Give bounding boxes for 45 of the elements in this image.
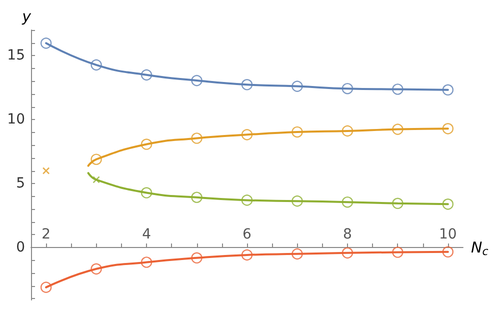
point [392, 246, 404, 258]
y-tick-label: 10 [7, 112, 25, 128]
point [292, 248, 303, 260]
point [140, 138, 152, 150]
point [90, 263, 102, 274]
point [40, 38, 52, 49]
point [342, 83, 354, 94]
x-tick-label: 6 [242, 226, 252, 243]
point [191, 132, 202, 144]
point [90, 59, 102, 71]
point [342, 247, 354, 259]
x-tick-label: 10 [439, 226, 457, 243]
point [140, 69, 152, 81]
point [191, 252, 202, 264]
point [342, 196, 354, 208]
y-tick-label: 0 [16, 240, 25, 256]
point [140, 256, 152, 268]
point [241, 249, 253, 261]
y-tick-label: 15 [7, 48, 25, 64]
x-tick-label: 8 [343, 226, 352, 243]
point [392, 84, 404, 95]
point [241, 194, 253, 206]
x-tick-label: 2 [42, 226, 51, 243]
point [241, 129, 253, 140]
y-axis-title: y [21, 8, 32, 26]
point [90, 154, 102, 165]
point [191, 192, 202, 203]
point [92, 176, 100, 184]
point [392, 124, 404, 135]
point [42, 167, 50, 174]
point [292, 195, 303, 207]
point [442, 84, 454, 96]
point [442, 246, 454, 258]
point [342, 125, 354, 137]
point [292, 80, 303, 92]
x-tick-label: 4 [142, 226, 152, 243]
point [442, 198, 454, 210]
point [40, 282, 52, 293]
y-tick-label: 5 [16, 176, 25, 192]
point [241, 79, 253, 90]
point [442, 123, 454, 134]
point [392, 198, 404, 209]
point [292, 126, 303, 138]
point [140, 187, 152, 198]
point [191, 74, 202, 86]
